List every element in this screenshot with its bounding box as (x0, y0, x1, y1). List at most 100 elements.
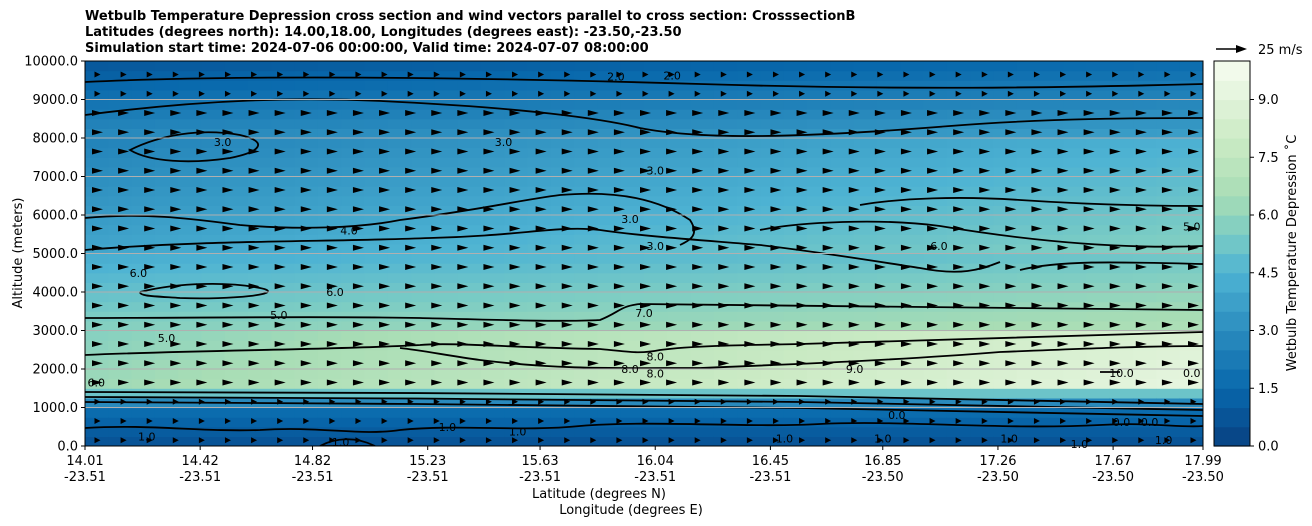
wind-vector-icon (535, 379, 547, 386)
field-cell (853, 89, 878, 101)
wind-vector-icon (457, 379, 469, 386)
wind-vector-icon (953, 225, 965, 232)
wind-vector-icon (848, 167, 860, 174)
field-cell (713, 282, 738, 293)
field-cell (131, 147, 156, 158)
field-cell (550, 195, 575, 206)
field-cell (457, 426, 482, 437)
field-cell (504, 378, 529, 389)
field-cell (853, 128, 878, 139)
wind-vector-icon (274, 340, 286, 347)
field-cell (411, 349, 435, 360)
field-cell (201, 311, 226, 322)
field-cell (248, 99, 272, 110)
field-cell (550, 330, 575, 341)
field-cell (597, 417, 622, 428)
wind-vector-icon (744, 244, 756, 251)
field-cell (667, 311, 692, 322)
field-cell (154, 166, 179, 178)
field-cell (1133, 157, 1157, 168)
wind-vector-icon (274, 206, 286, 213)
wind-vector-icon (640, 109, 651, 116)
colorbar-band (1214, 388, 1250, 409)
wind-vector-icon (274, 263, 286, 270)
field-cell (946, 80, 971, 91)
field-cell (1086, 138, 1111, 149)
field-cell (271, 359, 296, 370)
field-cell (364, 407, 389, 418)
wind-vector-icon (326, 186, 338, 193)
field-cell (1109, 407, 1134, 418)
wind-vector-icon (144, 321, 156, 328)
field-cell (1040, 109, 1064, 120)
field-cell (550, 397, 575, 409)
contour-label: 3.0 (621, 213, 639, 226)
field-cell (876, 89, 901, 101)
field-cell (783, 166, 808, 178)
field-cell (946, 253, 971, 264)
field-cell (434, 70, 459, 81)
wind-vector-icon (720, 71, 727, 78)
field-cell (457, 147, 482, 158)
wind-vector-icon (274, 360, 286, 367)
field-cell (783, 436, 808, 446)
field-cell (108, 61, 133, 72)
wind-vector-icon (457, 167, 469, 174)
field-cell (923, 282, 948, 293)
field-cell (876, 320, 901, 332)
field-cell (248, 407, 272, 418)
field-cell (317, 157, 342, 168)
field-cell (504, 320, 529, 332)
wind-vector-icon (666, 283, 678, 290)
field-cell (830, 186, 855, 197)
wind-vector-icon (224, 417, 231, 424)
field-cell (667, 166, 692, 178)
wind-vector-icon (1164, 437, 1171, 444)
field-cell (667, 195, 692, 206)
field-cell (574, 99, 598, 110)
field-cell (970, 272, 994, 283)
field-cell (876, 388, 901, 399)
field-cell (178, 263, 203, 274)
field-cell (434, 272, 459, 283)
wind-vector-icon (1033, 71, 1040, 78)
field-cell (341, 330, 366, 341)
field-cell (411, 195, 435, 206)
field-cell (667, 340, 692, 351)
field-cell (550, 99, 575, 110)
field-cell (271, 436, 296, 446)
field-cell (434, 147, 459, 158)
wind-vector-icon (874, 225, 886, 232)
wind-vectors (92, 71, 1199, 444)
field-cell (1086, 61, 1111, 72)
field-cell (481, 253, 505, 264)
x-axis: 14.01-23.5114.42-23.5114.82-23.5115.23-2… (64, 446, 1224, 485)
wind-vector-icon (718, 206, 730, 213)
wind-vector-icon (1005, 129, 1017, 136)
field-cell (411, 397, 435, 409)
field-cell (271, 128, 296, 139)
field-cell (481, 349, 505, 360)
field-cell (783, 99, 808, 110)
wind-vector-icon (561, 321, 573, 328)
wind-vector-icon (170, 340, 182, 347)
field-cell (1016, 80, 1041, 91)
wind-vector-icon (1031, 283, 1043, 290)
field-cell (294, 349, 319, 360)
field-cell (364, 99, 389, 110)
wind-vector-icon (1161, 360, 1173, 367)
wind-vector-icon (1083, 321, 1095, 328)
wind-vector-icon (796, 225, 808, 232)
field-cell (1156, 138, 1181, 149)
field-cell (248, 369, 272, 380)
field-cell (201, 436, 226, 446)
field-cell (411, 157, 435, 168)
field-cell (1156, 205, 1181, 216)
field-cell (876, 378, 901, 389)
field-cell (271, 292, 296, 303)
field-cell (108, 311, 133, 322)
field-cell (271, 301, 296, 312)
field-cell (1133, 234, 1157, 245)
field-cell (201, 407, 226, 418)
field-cell (620, 320, 645, 332)
